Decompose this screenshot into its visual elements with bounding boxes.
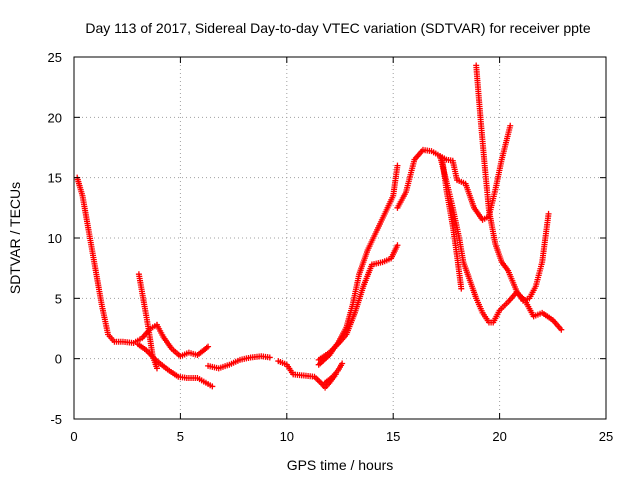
- data-series-seg7: [322, 360, 346, 386]
- data-point: [458, 285, 465, 292]
- data-point: [339, 360, 346, 367]
- data-series-seg5: [205, 353, 273, 372]
- y-tick-label: 0: [55, 352, 62, 367]
- data-series-seg13: [439, 155, 465, 292]
- y-axis-label: SDTVAR / TECUs: [7, 182, 23, 294]
- data-point: [507, 122, 514, 129]
- ticks: [73, 56, 607, 420]
- x-axis-label: GPS time / hours: [287, 457, 394, 473]
- data-point: [558, 326, 565, 333]
- data-series-seg4: [134, 341, 216, 390]
- data-series-seg2: [153, 321, 212, 360]
- x-tick-label: 15: [386, 429, 400, 444]
- x-tick-label: 5: [177, 429, 184, 444]
- tick-labels: 0 5 10 15 20 25 -5 0 5 10 15 20 25: [48, 50, 614, 444]
- y-tick-label: 15: [48, 171, 62, 186]
- x-tick-label: 25: [599, 429, 613, 444]
- x-tick-label: 10: [280, 429, 294, 444]
- data-point: [266, 354, 273, 361]
- data-point: [205, 343, 212, 350]
- data-point: [153, 365, 160, 372]
- data-layer: [74, 62, 565, 391]
- data-series-seg10: [394, 146, 492, 223]
- data-series-seg1: [74, 174, 160, 346]
- data-point: [394, 162, 401, 169]
- data-point: [545, 210, 552, 217]
- y-tick-label: 25: [48, 50, 62, 65]
- y-tick-label: 5: [55, 291, 62, 306]
- y-tick-label: 10: [48, 231, 62, 246]
- data-series-seg9: [315, 162, 401, 368]
- y-tick-label: -5: [50, 412, 62, 427]
- data-point: [394, 242, 401, 249]
- data-series-seg3: [135, 271, 160, 372]
- x-tick-label: 0: [70, 429, 77, 444]
- x-tick-label: 20: [492, 429, 506, 444]
- chart-title: Day 113 of 2017, Sidereal Day-to-day VTE…: [85, 20, 590, 36]
- data-series-seg14: [473, 62, 552, 304]
- grid: [74, 57, 606, 419]
- data-point: [209, 383, 216, 390]
- y-tick-label: 20: [48, 110, 62, 125]
